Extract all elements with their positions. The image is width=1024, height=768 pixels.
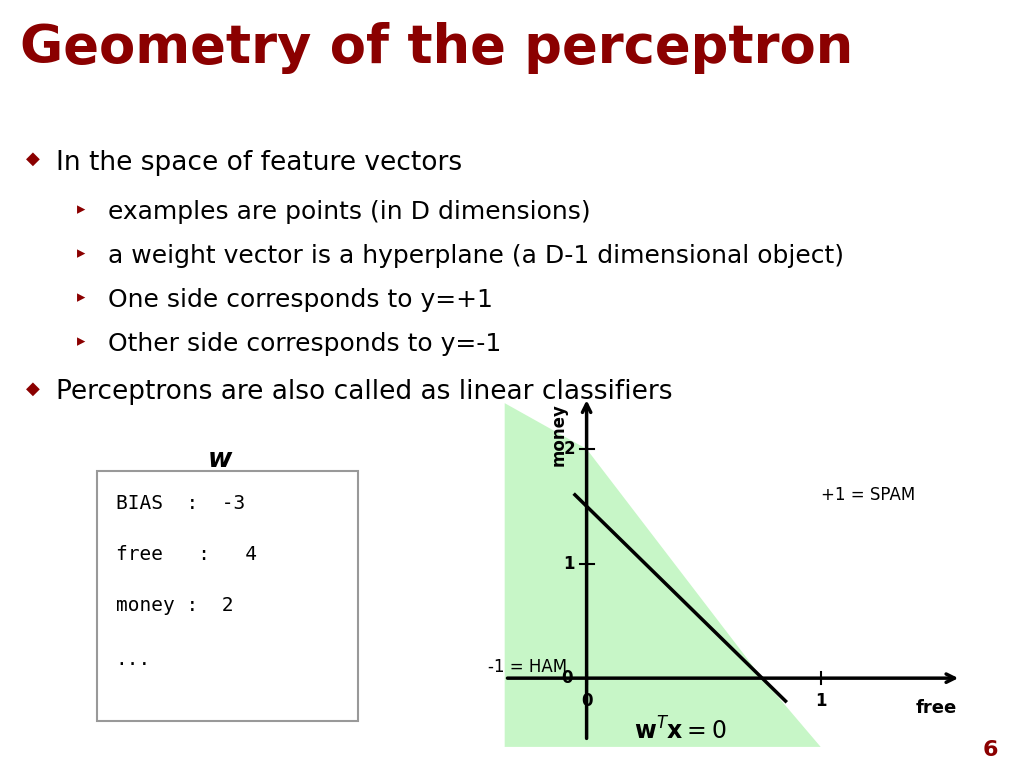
Text: a weight vector is a hyperplane (a D-1 dimensional object): a weight vector is a hyperplane (a D-1 d… <box>108 244 844 268</box>
Text: ◆: ◆ <box>26 379 40 397</box>
Text: Geometry of the perceptron: Geometry of the perceptron <box>20 22 854 74</box>
FancyBboxPatch shape <box>97 471 358 720</box>
Text: free: free <box>915 699 956 717</box>
Text: 0: 0 <box>561 669 572 687</box>
Text: money :  2: money : 2 <box>116 596 233 614</box>
Text: BIAS  :  -3: BIAS : -3 <box>116 495 245 513</box>
Text: ▸: ▸ <box>77 288 85 306</box>
Text: ▸: ▸ <box>77 244 85 262</box>
Text: +1 = SPAM: +1 = SPAM <box>820 486 914 504</box>
Text: 1: 1 <box>563 554 574 573</box>
Text: 2: 2 <box>563 440 574 458</box>
Text: ...: ... <box>116 650 151 669</box>
Text: w: w <box>208 447 232 473</box>
Text: One side corresponds to y=+1: One side corresponds to y=+1 <box>108 288 493 312</box>
Polygon shape <box>505 403 820 747</box>
Text: ▸: ▸ <box>77 200 85 218</box>
Text: examples are points (in D dimensions): examples are points (in D dimensions) <box>108 200 590 224</box>
Text: 0: 0 <box>581 692 592 710</box>
Text: Perceptrons are also called as linear classifiers: Perceptrons are also called as linear cl… <box>56 379 673 406</box>
Text: In the space of feature vectors: In the space of feature vectors <box>56 150 463 176</box>
Text: -1 = HAM: -1 = HAM <box>488 657 567 676</box>
Text: money: money <box>550 403 567 466</box>
Text: ▸: ▸ <box>77 332 85 350</box>
Text: 1: 1 <box>815 692 826 710</box>
Text: free   :   4: free : 4 <box>116 545 257 564</box>
Text: $\mathbf{w}^T\mathbf{x} = 0$: $\mathbf{w}^T\mathbf{x} = 0$ <box>634 717 726 745</box>
Text: 6: 6 <box>983 740 998 760</box>
Text: ◆: ◆ <box>26 150 40 167</box>
Text: Other side corresponds to y=-1: Other side corresponds to y=-1 <box>108 332 501 356</box>
